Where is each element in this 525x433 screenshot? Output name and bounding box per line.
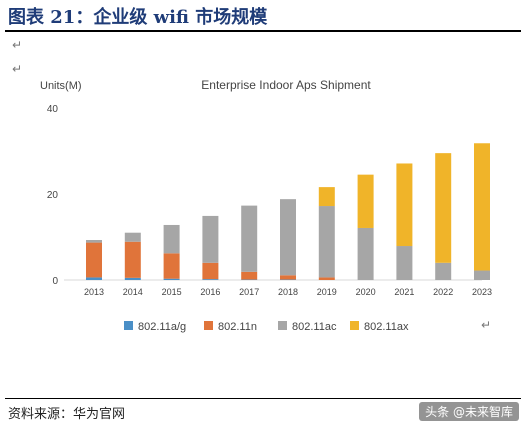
bar-segment xyxy=(280,275,296,280)
figure-title: 图表 21：企业级 wifi 市场规模 xyxy=(8,7,268,28)
source-divider xyxy=(5,398,521,399)
bar-segment xyxy=(396,246,413,280)
bar-segment xyxy=(280,199,296,276)
y-tick-label: 40 xyxy=(47,104,59,115)
legend-label: 802.11ax xyxy=(364,321,409,333)
bar-segment xyxy=(318,277,335,280)
bar-segment xyxy=(86,277,102,280)
paragraph-mark: ↵ xyxy=(481,318,492,332)
watermark: 头条 @未来智库 xyxy=(419,402,519,421)
legend-label: 802.11ac xyxy=(292,321,337,333)
bar-segment xyxy=(163,253,180,279)
x-tick-label: 2018 xyxy=(278,287,298,297)
x-tick-label: 2013 xyxy=(84,287,104,297)
title-divider xyxy=(5,30,521,32)
source-note: 资料来源：华为官网 xyxy=(8,407,126,422)
bar-segment xyxy=(396,163,413,247)
bar-segment xyxy=(474,270,490,280)
bar-segment xyxy=(86,242,102,278)
y-tick-label: 20 xyxy=(47,190,59,201)
legend-swatch xyxy=(350,321,359,330)
bar-segment xyxy=(241,271,258,280)
bar-segment xyxy=(163,224,180,254)
y-axis-label: Units(M) xyxy=(40,80,82,92)
bar-segment xyxy=(124,241,141,278)
bar-segment xyxy=(435,262,452,280)
x-tick-label: 2017 xyxy=(239,287,259,297)
bar-segment xyxy=(357,174,374,228)
bar-segment xyxy=(124,232,141,242)
legend-swatch xyxy=(204,321,213,330)
legend-swatch xyxy=(124,321,133,330)
legend-swatch xyxy=(278,321,287,330)
x-tick-label: 2020 xyxy=(356,287,376,297)
bar-segment xyxy=(474,143,490,271)
chart-title: Enterprise Indoor Aps Shipment xyxy=(201,78,371,92)
bar-segment xyxy=(86,240,102,243)
bar-segment xyxy=(318,187,335,207)
x-tick-label: 2019 xyxy=(317,287,337,297)
bar-segment xyxy=(202,215,219,263)
x-tick-label: 2022 xyxy=(433,287,453,297)
bar-segment xyxy=(163,278,180,280)
bar-segment xyxy=(202,262,219,280)
y-tick-label: 0 xyxy=(52,276,58,287)
x-tick-label: 2015 xyxy=(162,287,182,297)
x-tick-label: 2014 xyxy=(123,287,143,297)
x-tick-label: 2021 xyxy=(394,287,414,297)
legend-label: 802.11n xyxy=(218,321,257,333)
paragraph-mark: ↵ xyxy=(12,62,23,76)
paragraph-mark: ↵ xyxy=(12,38,23,52)
bar-segment xyxy=(318,206,335,278)
bar-segment xyxy=(124,277,141,280)
bar-segment xyxy=(357,227,374,280)
bar-segment xyxy=(435,153,452,263)
legend-label: 802.11a/g xyxy=(138,321,186,333)
bar-segment xyxy=(241,205,258,272)
x-tick-label: 2023 xyxy=(472,287,492,297)
bar-segment xyxy=(202,279,219,280)
x-tick-label: 2016 xyxy=(200,287,220,297)
